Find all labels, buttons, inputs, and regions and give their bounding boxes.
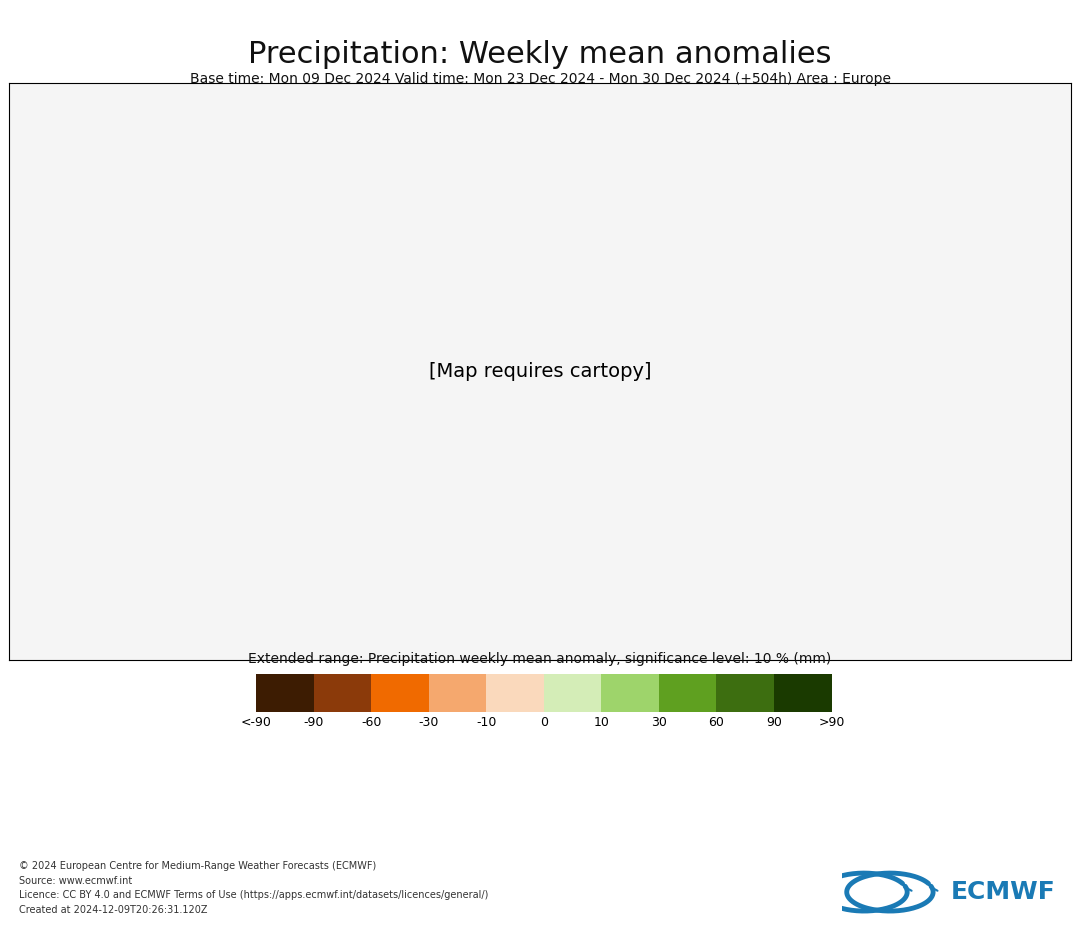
- Bar: [716, 674, 774, 712]
- Bar: [774, 674, 832, 712]
- Bar: [256, 674, 313, 712]
- Text: © 2024 European Centre for Medium-Range Weather Forecasts (ECMWF)
Source: www.ec: © 2024 European Centre for Medium-Range …: [19, 861, 489, 915]
- Bar: [602, 674, 659, 712]
- Text: ECMWF: ECMWF: [950, 880, 1055, 904]
- Text: Base time: Mon 09 Dec 2024 Valid time: Mon 23 Dec 2024 - Mon 30 Dec 2024 (+504h): Base time: Mon 09 Dec 2024 Valid time: M…: [189, 72, 891, 86]
- Bar: [543, 674, 602, 712]
- Bar: [372, 674, 429, 712]
- Bar: [659, 674, 716, 712]
- Text: [Map requires cartopy]: [Map requires cartopy]: [429, 362, 651, 381]
- Bar: [486, 674, 543, 712]
- Bar: [313, 674, 372, 712]
- Bar: [429, 674, 486, 712]
- Text: Extended range: Precipitation weekly mean anomaly, significance level: 10 % (mm): Extended range: Precipitation weekly mea…: [248, 652, 832, 666]
- Text: Precipitation: Weekly mean anomalies: Precipitation: Weekly mean anomalies: [248, 40, 832, 69]
